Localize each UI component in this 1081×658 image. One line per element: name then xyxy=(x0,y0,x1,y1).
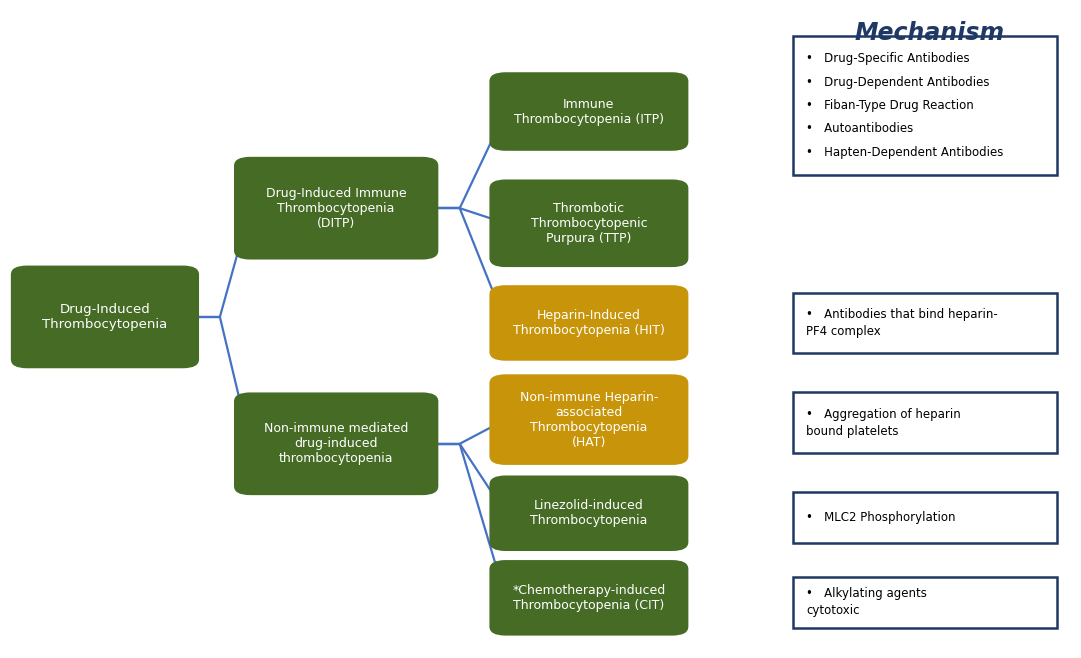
FancyBboxPatch shape xyxy=(793,492,1057,544)
Text: •   Drug-Dependent Antibodies: • Drug-Dependent Antibodies xyxy=(806,76,989,89)
FancyBboxPatch shape xyxy=(490,374,689,465)
Text: Drug-Induced Immune
Thrombocytopenia
(DITP): Drug-Induced Immune Thrombocytopenia (DI… xyxy=(266,187,406,230)
Text: •   Alkylating agents
cytotoxic: • Alkylating agents cytotoxic xyxy=(806,588,927,617)
Text: Thrombotic
Thrombocytopenic
Purpura (TTP): Thrombotic Thrombocytopenic Purpura (TTP… xyxy=(531,202,648,245)
FancyBboxPatch shape xyxy=(793,576,1057,628)
Text: •   Aggregation of heparin
bound platelets: • Aggregation of heparin bound platelets xyxy=(806,408,961,438)
FancyBboxPatch shape xyxy=(11,266,199,368)
Text: Non-immune Heparin-
associated
Thrombocytopenia
(HAT): Non-immune Heparin- associated Thrombocy… xyxy=(520,391,658,449)
FancyBboxPatch shape xyxy=(793,36,1057,175)
Text: •   Antibodies that bind heparin-
PF4 complex: • Antibodies that bind heparin- PF4 comp… xyxy=(806,308,998,338)
FancyBboxPatch shape xyxy=(233,392,438,495)
FancyBboxPatch shape xyxy=(490,72,689,151)
FancyBboxPatch shape xyxy=(793,392,1057,453)
Text: •   MLC2 Phosphorylation: • MLC2 Phosphorylation xyxy=(806,511,956,524)
FancyBboxPatch shape xyxy=(490,180,689,267)
Text: Immune
Thrombocytopenia (ITP): Immune Thrombocytopenia (ITP) xyxy=(513,97,664,126)
FancyBboxPatch shape xyxy=(233,157,438,259)
Text: Non-immune mediated
drug-induced
thrombocytopenia: Non-immune mediated drug-induced thrombo… xyxy=(264,422,409,465)
FancyBboxPatch shape xyxy=(490,476,689,551)
FancyBboxPatch shape xyxy=(793,293,1057,353)
Text: Heparin-Induced
Thrombocytopenia (HIT): Heparin-Induced Thrombocytopenia (HIT) xyxy=(513,309,665,337)
Text: Drug-Induced
Thrombocytopenia: Drug-Induced Thrombocytopenia xyxy=(42,303,168,331)
Text: •   Hapten-Dependent Antibodies: • Hapten-Dependent Antibodies xyxy=(806,146,1003,159)
Text: Linezolid-induced
Thrombocytopenia: Linezolid-induced Thrombocytopenia xyxy=(530,499,648,527)
Text: •   Fiban-Type Drug Reaction: • Fiban-Type Drug Reaction xyxy=(806,99,974,112)
FancyBboxPatch shape xyxy=(490,285,689,361)
Text: •   Autoantibodies: • Autoantibodies xyxy=(806,122,913,136)
Text: *Chemotherapy-induced
Thrombocytopenia (CIT): *Chemotherapy-induced Thrombocytopenia (… xyxy=(512,584,666,612)
Text: •   Drug-Specific Antibodies: • Drug-Specific Antibodies xyxy=(806,52,970,65)
FancyBboxPatch shape xyxy=(490,560,689,636)
Text: Mechanism: Mechanism xyxy=(855,21,1005,45)
